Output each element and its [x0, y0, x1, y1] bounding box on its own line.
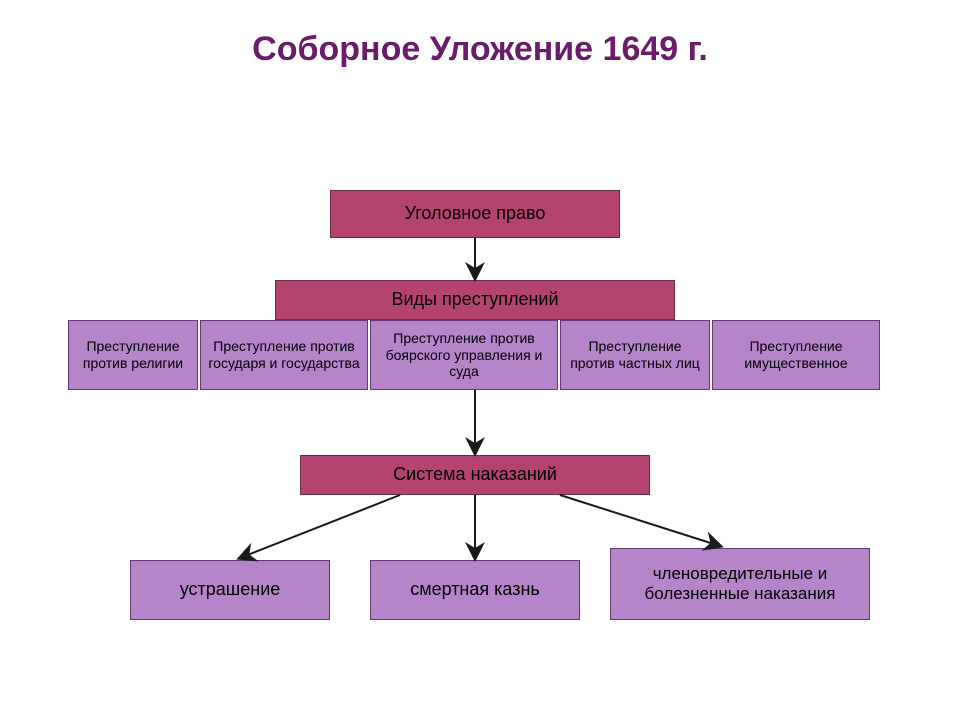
- box-label: Виды преступлений: [391, 289, 558, 311]
- box-label: устрашение: [180, 579, 281, 601]
- box-crime_types: Виды преступлений: [275, 280, 675, 320]
- box-label: Преступление против религии: [73, 338, 193, 372]
- box-crime4: Преступление против частных лиц: [560, 320, 710, 390]
- title-text: Соборное Уложение 1649 г.: [252, 30, 708, 68]
- box-crime1: Преступление против религии: [68, 320, 198, 390]
- box-crime3: Преступление против боярского управления…: [370, 320, 558, 390]
- arrow-2: [240, 495, 400, 558]
- box-label: Система наказаний: [393, 464, 557, 486]
- box-label: Уголовное право: [405, 203, 546, 225]
- box-label: Преступление имущественное: [717, 338, 875, 372]
- box-crime5: Преступление имущественное: [712, 320, 880, 390]
- box-label: Преступление против боярского управления…: [375, 330, 553, 380]
- box-punishment_system: Система наказаний: [300, 455, 650, 495]
- box-punish3: членовредительные и болезненные наказани…: [610, 548, 870, 620]
- box-label: членовредительные и болезненные наказани…: [615, 564, 865, 605]
- page-title: Соборное Уложение 1649 г.: [0, 30, 960, 69]
- box-label: Преступление против частных лиц: [565, 338, 705, 372]
- box-criminal_law: Уголовное право: [330, 190, 620, 238]
- arrow-4: [560, 495, 720, 546]
- box-punish2: смертная казнь: [370, 560, 580, 620]
- box-crime2: Преступление против государя и государст…: [200, 320, 368, 390]
- box-label: Преступление против государя и государст…: [205, 338, 363, 372]
- box-label: смертная казнь: [410, 579, 540, 601]
- box-punish1: устрашение: [130, 560, 330, 620]
